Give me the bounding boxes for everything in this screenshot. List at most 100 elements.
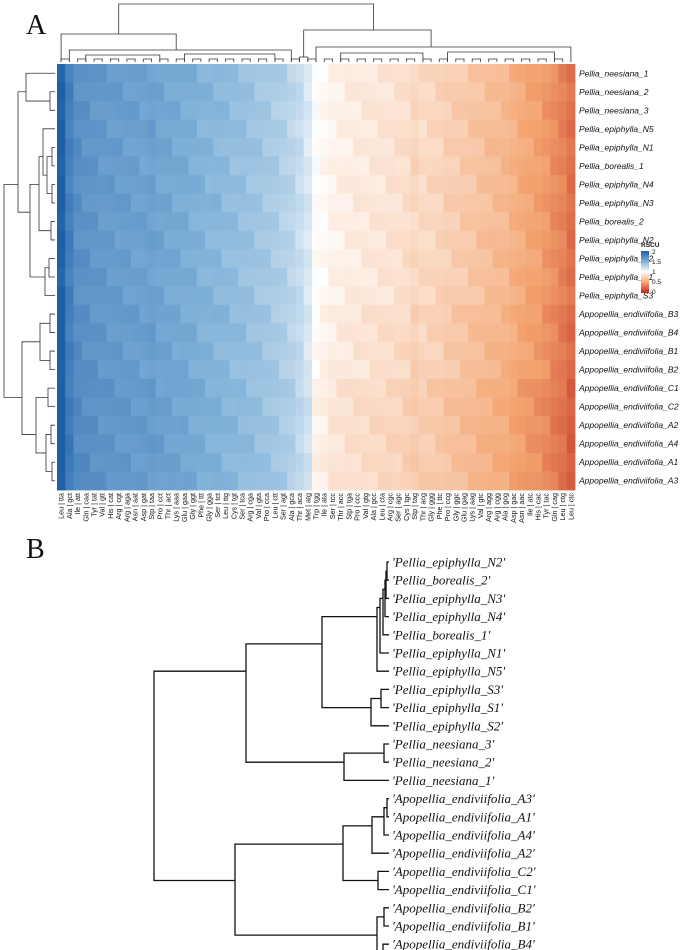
heatmap-cell — [533, 415, 543, 435]
heatmap-cell — [163, 323, 173, 343]
heatmap-cell — [468, 82, 477, 102]
heatmap-cell — [205, 119, 214, 139]
heatmap-cell — [468, 471, 477, 491]
heatmap-cell — [139, 378, 148, 398]
heatmap-cell — [361, 230, 370, 250]
heatmap-cell — [459, 286, 469, 306]
heatmap-cell — [328, 323, 337, 343]
heatmap-cell — [246, 415, 255, 435]
heatmap-cell — [533, 471, 543, 491]
heatmap-cell — [385, 471, 395, 491]
heatmap-cell — [468, 212, 477, 232]
heatmap-cell — [377, 341, 387, 361]
heatmap-cell — [443, 156, 453, 176]
heatmap-cell — [196, 64, 206, 83]
heatmap-cell — [147, 249, 157, 269]
heatmap-cell — [320, 304, 329, 324]
heatmap-cell — [98, 101, 107, 120]
heatmap-cell — [517, 193, 527, 213]
heatmap-cell — [501, 397, 510, 417]
heatmap-cell — [353, 193, 362, 213]
tree-tip-label: 'Pellia_epiphylla_N1' — [392, 646, 505, 661]
heatmap-cell — [344, 286, 354, 306]
heatmap-cell — [451, 212, 461, 232]
heatmap-cell — [106, 212, 115, 232]
heatmap-cell — [320, 415, 329, 435]
heatmap-cell — [459, 119, 469, 139]
heatmap-cell — [205, 378, 214, 398]
heatmap-cell — [344, 138, 354, 158]
heatmap-cell — [295, 193, 305, 213]
heatmap-cell — [492, 304, 502, 324]
heatmap-cell — [369, 64, 379, 83]
heatmap-cell — [172, 471, 181, 491]
heatmap-cell — [139, 175, 148, 195]
heatmap-cell — [410, 415, 420, 435]
heatmap-cell — [180, 434, 189, 454]
heatmap-cell — [533, 249, 543, 269]
heatmap-cell — [369, 304, 379, 324]
heatmap-cell — [394, 212, 403, 232]
heatmap-cell — [73, 452, 83, 472]
heatmap-cell — [410, 397, 420, 417]
heatmap-cell — [542, 360, 551, 380]
heatmap-row-label: Appopellia_endiviifolia_A2 — [578, 420, 679, 430]
tree-tip-label: 'Pellia_neesiana_1' — [392, 773, 495, 788]
heatmap-cell — [89, 360, 99, 380]
heatmap-cell — [147, 397, 157, 417]
heatmap-cell — [287, 267, 296, 287]
heatmap-cell — [558, 267, 568, 287]
heatmap-cell — [229, 249, 239, 269]
heatmap-cell — [114, 249, 124, 269]
heatmap-cell — [205, 360, 214, 380]
heatmap-cell — [303, 471, 313, 491]
heatmap-cell — [517, 175, 527, 195]
heatmap-cell — [188, 397, 198, 417]
heatmap-column-label: Lys | aaa — [172, 493, 181, 522]
heatmap-cell — [336, 193, 346, 213]
heatmap-cell — [509, 101, 518, 120]
heatmap-cell — [270, 360, 280, 380]
heatmap-cell — [131, 101, 140, 120]
heatmap-cell — [509, 434, 518, 454]
heatmap-cell — [435, 434, 444, 454]
heatmap-cell — [459, 471, 469, 491]
heatmap-cell — [114, 286, 124, 306]
heatmap-cell — [147, 193, 157, 213]
heatmap-cell — [501, 156, 510, 176]
heatmap-cell — [172, 415, 181, 435]
heatmap-column-label: Val | gtc — [476, 493, 485, 519]
heatmap-cell — [353, 64, 362, 83]
heatmap-cell — [229, 304, 239, 324]
heatmap-cell — [98, 378, 107, 398]
heatmap-cell — [328, 212, 337, 232]
heatmap-cell — [180, 360, 189, 380]
heatmap-cell — [229, 193, 239, 213]
heatmap-cell — [114, 101, 124, 120]
heatmap-cell — [262, 101, 272, 120]
heatmap-cell — [180, 323, 189, 343]
heatmap-cell — [385, 341, 395, 361]
heatmap-cell — [517, 397, 527, 417]
heatmap-cell — [533, 82, 543, 102]
heatmap-cell — [246, 434, 255, 454]
heatmap-cell — [57, 323, 66, 343]
heatmap-cell — [106, 138, 115, 158]
heatmap-cell — [311, 138, 321, 158]
heatmap-cell — [369, 82, 379, 102]
heatmap-cell — [550, 119, 559, 139]
heatmap-cell — [122, 397, 132, 417]
heatmap-cell — [114, 82, 124, 102]
heatmap-cell — [361, 397, 370, 417]
heatmap-cell — [394, 82, 403, 102]
heatmap-cell — [566, 175, 576, 195]
heatmap-cell — [287, 341, 296, 361]
heatmap-cell — [254, 415, 263, 435]
heatmap-cell — [402, 323, 411, 343]
heatmap-cell — [344, 323, 354, 343]
heatmap-cell — [270, 230, 280, 250]
heatmap-cell — [163, 360, 173, 380]
heatmap-cell — [172, 193, 181, 213]
tree-tip-label: 'Apopellia_endiviifolia_B2' — [392, 900, 535, 915]
heatmap-cell — [287, 378, 296, 398]
